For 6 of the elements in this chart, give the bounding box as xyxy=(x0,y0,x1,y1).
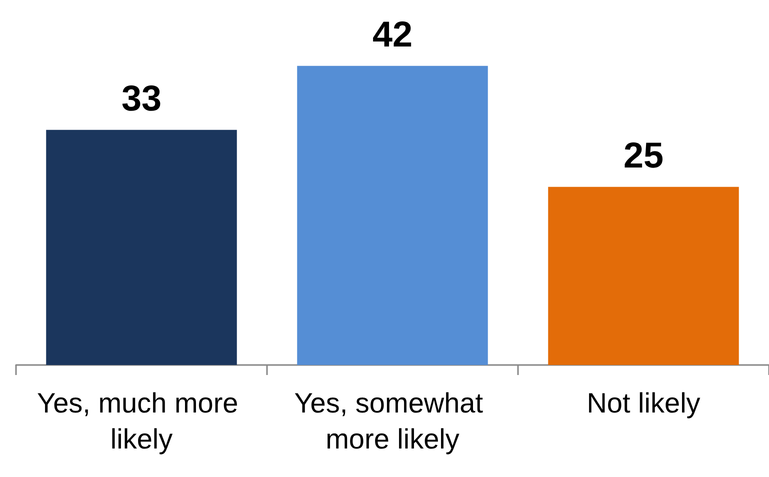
x-tick-label: Not likely xyxy=(586,388,700,418)
data-label: 42 xyxy=(372,13,413,54)
x-tick-label: Yes, much more likely xyxy=(36,388,246,454)
x-tick-label: Yes, somewhat more likely xyxy=(294,388,491,454)
data-label: 33 xyxy=(121,77,162,118)
data-label: 25 xyxy=(623,134,664,176)
